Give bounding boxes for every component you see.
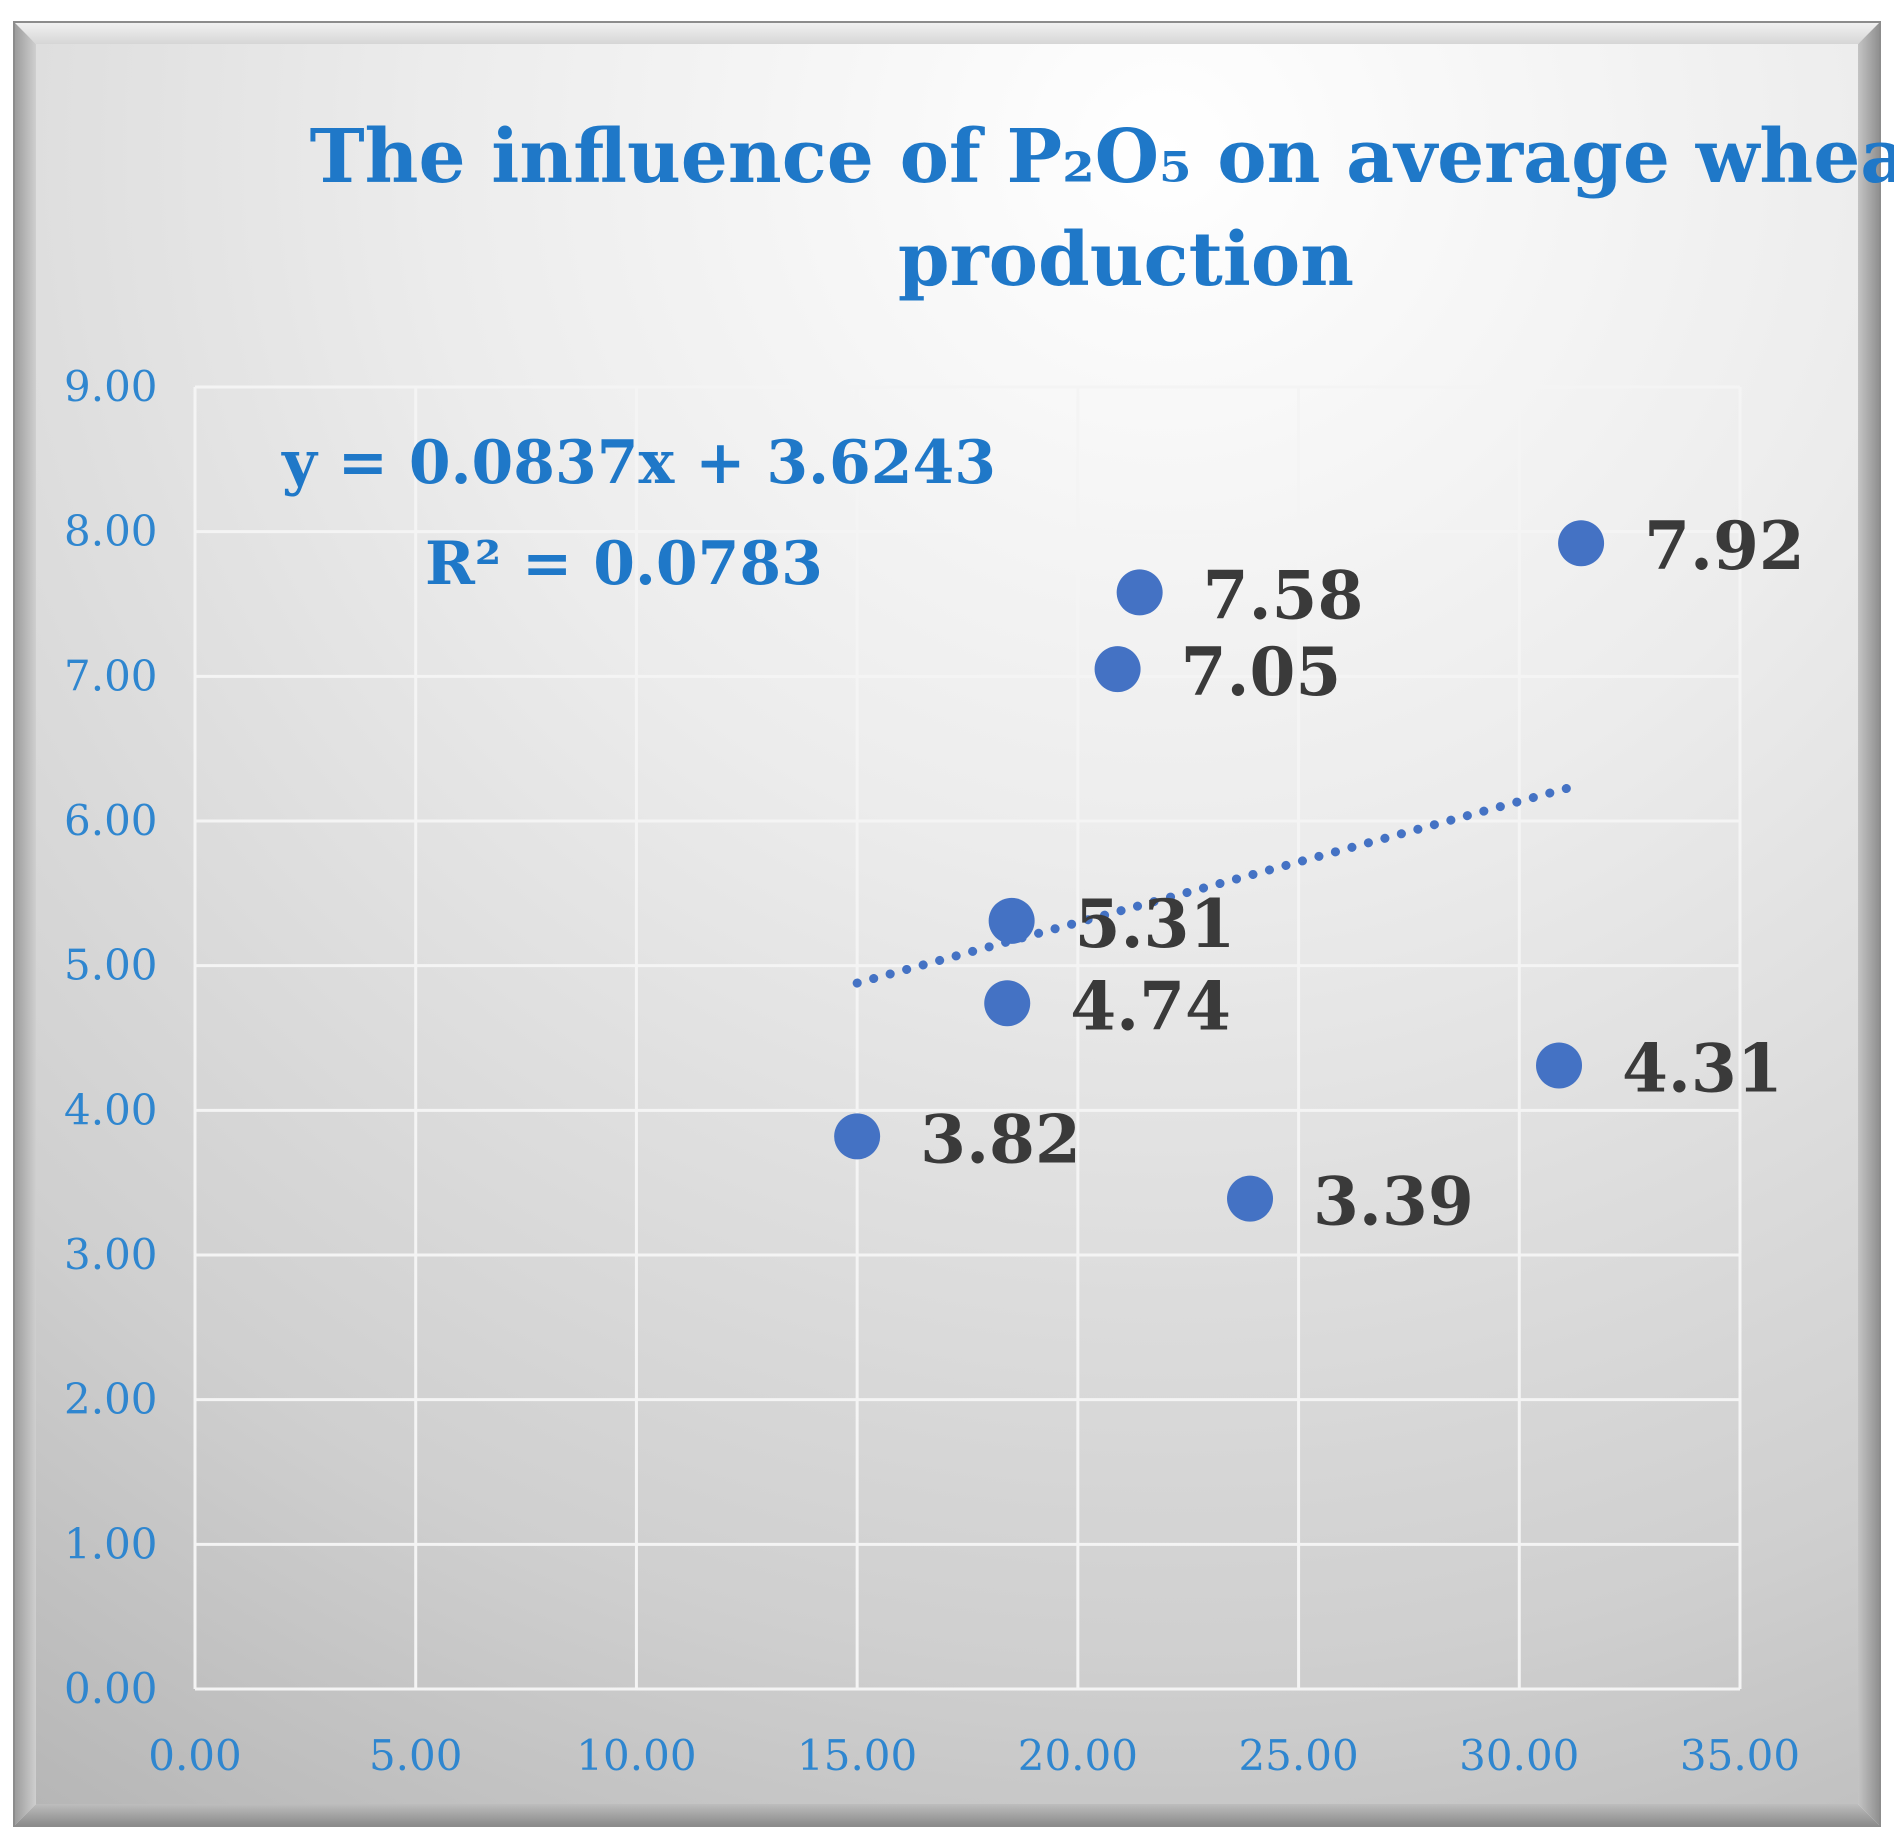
data-label: 4.31 — [1622, 1029, 1783, 1107]
data-label: 3.82 — [920, 1100, 1081, 1178]
data-label: 3.39 — [1313, 1163, 1474, 1241]
data-points — [834, 520, 1605, 1222]
data-point — [1536, 1042, 1583, 1089]
data-point — [984, 980, 1031, 1027]
x-axis-tick-labels: 0.00 5.00 10.00 15.00 20.00 25.00 30.00 35.00 — [148, 1731, 1800, 1780]
x-tick-label: 10.00 — [576, 1731, 696, 1780]
data-label: 4.74 — [1070, 967, 1231, 1045]
data-point — [834, 1113, 881, 1160]
y-tick-label: 0.00 — [64, 1664, 158, 1713]
chart-title-line: production — [898, 217, 1354, 303]
x-tick-label: 20.00 — [1018, 1731, 1138, 1780]
y-tick-label: 8.00 — [64, 507, 158, 556]
y-tick-label: 4.00 — [64, 1085, 158, 1134]
chart-title: The influence of P₂O₅ on average wheat p… — [310, 114, 1894, 303]
x-tick-label: 15.00 — [797, 1731, 917, 1780]
gridlines — [193, 385, 1742, 1691]
y-tick-label: 1.00 — [64, 1519, 158, 1568]
x-tick-label: 25.00 — [1238, 1731, 1358, 1780]
data-labels: 3.82 4.745.31 7.057.58 3.39 4.31 7.92 — [920, 507, 1805, 1240]
y-tick-label: 9.00 — [64, 362, 158, 411]
x-tick-label: 0.00 — [148, 1731, 242, 1780]
data-label: 5.31 — [1075, 885, 1236, 963]
y-tick-label: 7.00 — [64, 651, 158, 700]
chart-title-line: The influence of P₂O₅ on average wheat — [310, 114, 1894, 200]
data-point — [1227, 1175, 1274, 1222]
data-point — [1116, 569, 1163, 616]
y-tick-label: 6.00 — [64, 796, 158, 845]
trendline-annotation: y = 0.0837x + 3.6243 R² = 0.0783 — [281, 428, 996, 599]
x-tick-label: 30.00 — [1459, 1731, 1579, 1780]
y-tick-label: 5.00 — [64, 941, 158, 990]
y-axis-tick-labels: 0.00 1.00 2.00 3.00 4.00 5.00 6.00 7.00 8.00 9.00 — [64, 362, 158, 1713]
data-label: 7.05 — [1181, 633, 1342, 711]
y-tick-label: 2.00 — [64, 1375, 158, 1424]
trendline-equation: y = 0.0837x + 3.6243 — [281, 428, 996, 498]
data-label: 7.92 — [1644, 507, 1805, 585]
data-point — [1558, 520, 1605, 567]
trendline — [852, 779, 1586, 988]
trendline-group — [852, 779, 1586, 988]
x-tick-label: 5.00 — [369, 1731, 463, 1780]
x-tick-label: 35.00 — [1680, 1731, 1800, 1780]
chart-frame — [13, 21, 1881, 1827]
trendline-r-squared: R² = 0.0783 — [425, 529, 823, 599]
data-point — [1094, 646, 1141, 693]
y-tick-label: 3.00 — [64, 1230, 158, 1279]
data-label: 7.58 — [1203, 556, 1364, 634]
data-point — [988, 897, 1035, 944]
